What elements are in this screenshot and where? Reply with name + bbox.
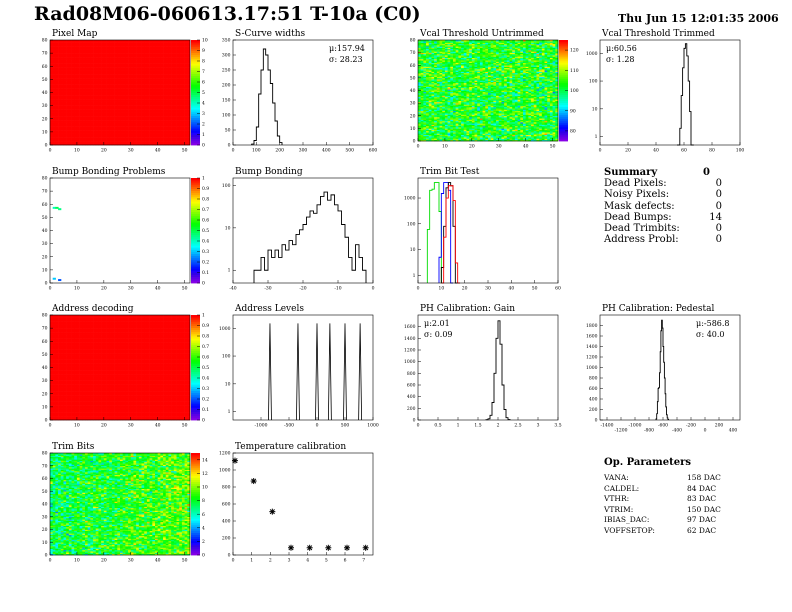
- x-tick-label: 0: [232, 148, 235, 154]
- heatmap-cells: [50, 40, 190, 145]
- x-tick-label: 10: [74, 148, 80, 154]
- x-tick-label: 40: [155, 148, 161, 154]
- palette-tick-label: 9: [202, 48, 205, 54]
- y-tick-label: 50: [225, 128, 231, 134]
- x-tick-label: 300: [299, 148, 308, 154]
- x-tick-label: 30: [128, 148, 134, 154]
- x-tick-label: 20: [101, 148, 107, 154]
- y-tick-label: 200: [222, 83, 231, 89]
- y-tick-label: 0: [45, 143, 48, 149]
- y-tick-label: 150: [222, 98, 231, 104]
- palette-tick-label: 1: [202, 132, 205, 138]
- x-tick-label: 500: [345, 148, 354, 154]
- palette-tick-label: 3: [202, 111, 205, 117]
- color-palette-step: [191, 40, 200, 43]
- palette-tick-label: 4: [202, 101, 205, 107]
- x-tick-label: 600: [369, 148, 378, 154]
- x-tick-label: 400: [322, 148, 331, 154]
- y-tick-label: 300: [222, 53, 231, 59]
- y-tick-label: 70: [42, 51, 48, 57]
- y-tick-label: 350: [222, 38, 231, 44]
- x-tick-label: 0: [49, 148, 52, 154]
- histogram-line: [252, 49, 282, 145]
- palette-tick-label: 10: [202, 38, 208, 44]
- palette-tick-label: 6: [202, 80, 205, 86]
- y-tick-label: 40: [42, 90, 48, 96]
- palette-tick-label: 0: [202, 143, 205, 149]
- y-tick-label: 80: [42, 38, 48, 44]
- vcal-threshold-untrimmed-chart: 80901001101200 10 20 30 40 500102030405060708…: [410, 38, 579, 150]
- palette-tick-label: 8: [202, 59, 205, 65]
- y-tick-label: 60: [42, 64, 48, 70]
- y-tick-label: 250: [222, 68, 231, 74]
- x-tick-label: 200: [275, 148, 284, 154]
- palette-tick-label: 2: [202, 122, 205, 128]
- y-tick-label: 30: [42, 103, 48, 109]
- heatmap-cells: [418, 40, 558, 141]
- y-tick-label: 0: [228, 143, 231, 149]
- palette-tick-label: 5: [202, 90, 205, 96]
- y-tick-label: 10: [42, 129, 48, 135]
- palette-tick-label: 7: [202, 69, 205, 75]
- y-tick-label: 50: [42, 77, 48, 83]
- y-tick-label: 20: [42, 116, 48, 122]
- y-tick-label: 100: [222, 113, 231, 119]
- x-tick-label: 50: [182, 148, 188, 154]
- x-tick-label: 100: [252, 148, 261, 154]
- pixel-map-chart: 0 1 2 3 4 5 6 7 8 9 10 0 10 20 30 40 50 0 10 20 30 40 50 60 70 80: [42, 38, 208, 154]
